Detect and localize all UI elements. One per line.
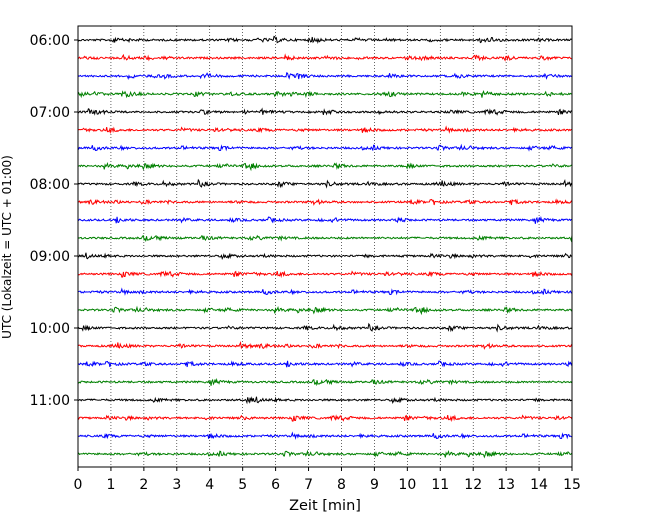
x-tick-label: 4 (205, 477, 214, 493)
x-tick-label: 11 (431, 477, 449, 493)
x-tick-label: 5 (238, 477, 247, 493)
x-tick-label: 13 (497, 477, 515, 493)
x-tick-label: 8 (337, 477, 346, 493)
trace-0830 (77, 215, 573, 224)
y-tick-label: 07:00 (30, 105, 70, 121)
x-tick-label: 7 (304, 477, 313, 493)
trace-1015 (77, 340, 573, 350)
trace-0615 (77, 53, 573, 62)
x-tick-label: 3 (172, 477, 181, 493)
y-tick-label: 10:00 (30, 321, 70, 337)
trace-0930 (77, 287, 573, 296)
trace-0845 (77, 234, 573, 243)
x-tick-label: 2 (139, 477, 148, 493)
trace-0715 (77, 125, 573, 135)
y-tick-label: 11:00 (30, 393, 70, 409)
trace-1130 (77, 431, 573, 440)
x-tick-label: 9 (370, 477, 379, 493)
y-tick-label: 08:00 (30, 177, 70, 193)
trace-1100 (77, 396, 573, 405)
x-axis: 0 1 2 3 4 5 6 7 8 9 10 11 12 13 14 15 (74, 467, 581, 493)
trace-1115 (77, 414, 573, 423)
plot-frame (77, 25, 573, 468)
trace-0645 (77, 90, 573, 99)
trace-1145 (77, 449, 573, 459)
x-tick-label: 6 (271, 477, 280, 493)
trace-0900 (77, 252, 573, 260)
trace-0945 (77, 305, 573, 316)
trace-0600 (77, 35, 573, 44)
y-tick-label: 09:00 (30, 249, 70, 265)
x-tick-label: 1 (106, 477, 115, 493)
x-tick-label: 12 (464, 477, 482, 493)
y-axis: 06:00 07:00 08:00 09:00 10:00 11:00 (30, 33, 78, 409)
x-axis-label: Zeit [min] (289, 498, 361, 514)
trace-0745 (77, 161, 573, 172)
trace-0700 (77, 107, 573, 116)
x-tick-label: 14 (530, 477, 548, 493)
trace-0800 (77, 178, 573, 189)
y-axis-label: UTC (Lokalzeit = UTC + 01:00) (0, 155, 14, 339)
trace-1030 (77, 360, 573, 368)
trace-1045 (77, 377, 573, 387)
x-tick-label: 15 (563, 477, 581, 493)
trace-0730 (77, 143, 573, 152)
x-tick-label: 0 (74, 477, 83, 493)
trace-lines (77, 35, 573, 459)
trace-0815 (77, 198, 573, 206)
x-tick-label: 10 (398, 477, 416, 493)
y-tick-label: 06:00 (30, 33, 70, 49)
trace-1000 (77, 322, 573, 333)
trace-0915 (77, 270, 573, 279)
trace-0630 (77, 72, 573, 80)
